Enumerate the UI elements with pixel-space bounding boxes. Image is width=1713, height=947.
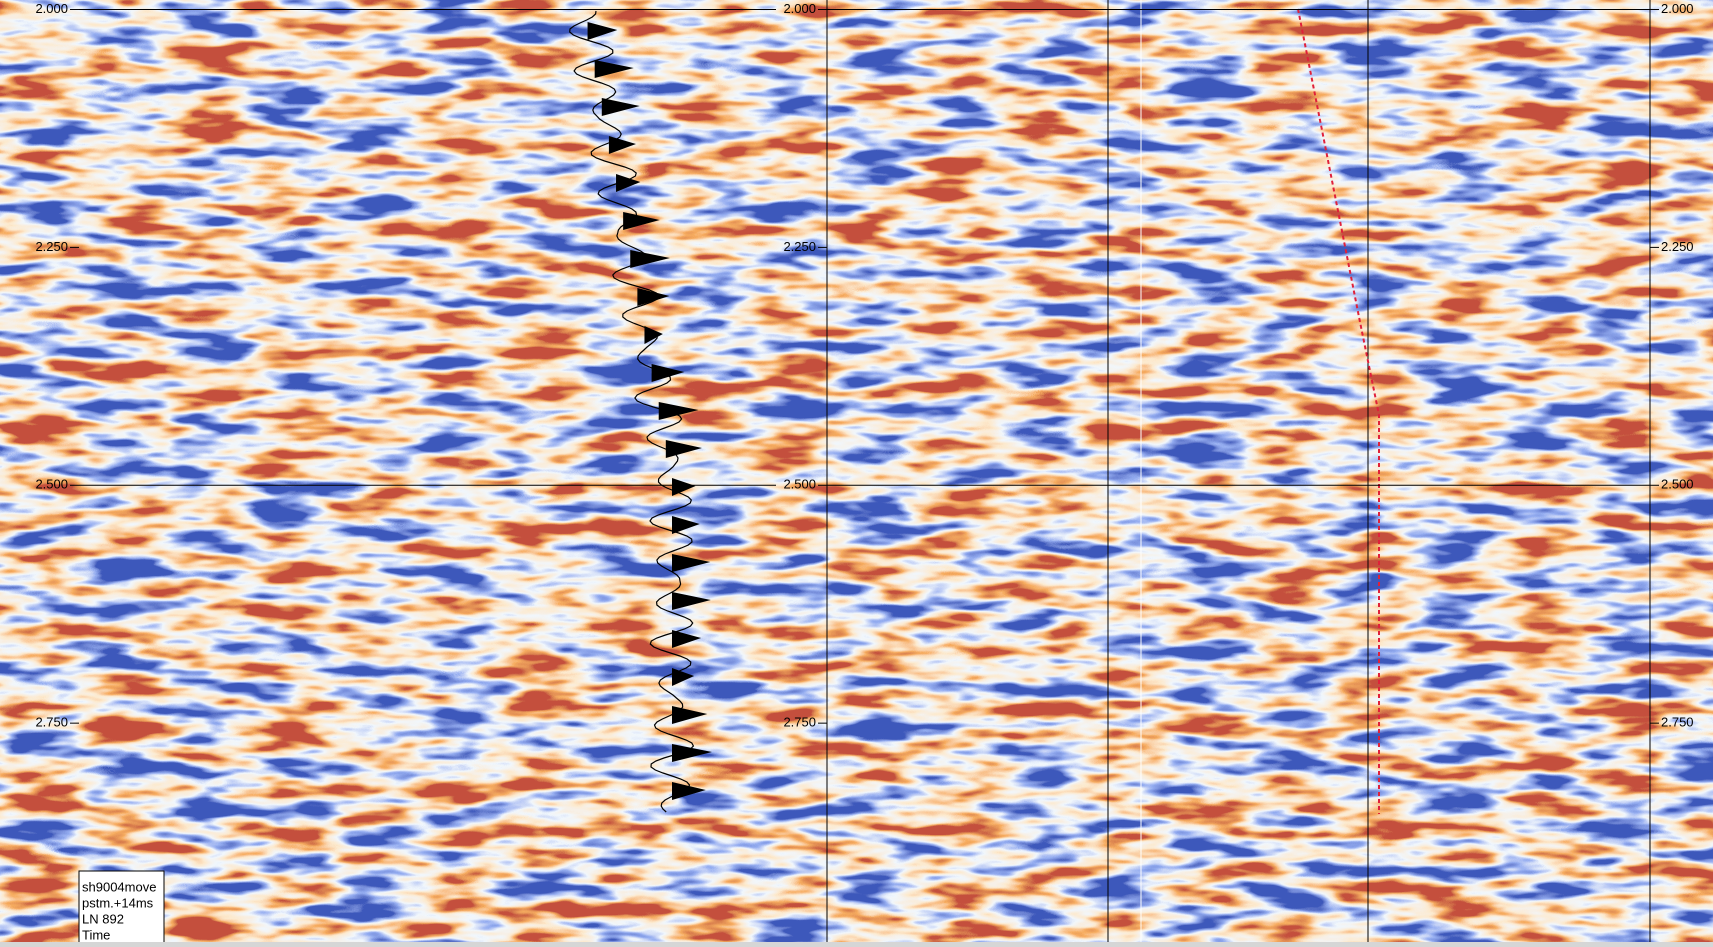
info-line: LN 892 — [82, 911, 124, 926]
well-log-lobe — [672, 516, 700, 534]
well-log-lobe — [658, 402, 699, 420]
tick-label: 2.750 — [1661, 715, 1694, 730]
reflector-peak — [79, 336, 776, 356]
tick-label: 2.500 — [1661, 477, 1694, 492]
well-path — [1297, 8, 1380, 814]
well-log-lobe — [587, 22, 618, 40]
tick-label: 2.000 — [1661, 1, 1694, 16]
well-log-lobe — [672, 554, 711, 572]
tick-label: 2.500 — [35, 477, 68, 492]
well-log-lobe — [672, 706, 708, 724]
well-log-lobe — [672, 782, 706, 800]
info-line: pstm.+14ms — [82, 895, 154, 910]
tick-label: 2.750 — [783, 715, 816, 730]
well-log-lobe — [672, 668, 695, 686]
well-log-lobe — [672, 478, 696, 496]
seismic-strip — [1141, 0, 1369, 942]
reflector-trough — [79, 318, 776, 336]
well-log-lobe — [616, 174, 641, 192]
tick-label: 2.000 — [35, 1, 68, 16]
well-log — [569, 10, 712, 813]
info-line: Time — [82, 927, 110, 942]
right-panel — [826, 0, 1651, 942]
well-log-lobe — [672, 592, 711, 610]
well-log-lobe — [637, 288, 670, 306]
tick-label: 2.000 — [783, 1, 816, 16]
tick-label: 2.250 — [35, 239, 68, 254]
tick-label: 2.250 — [1661, 239, 1694, 254]
info-line: sh9004move — [82, 879, 156, 894]
well-log-lobe — [651, 364, 685, 382]
seismic-section — [79, 0, 776, 942]
well-log-lobe — [644, 326, 663, 344]
well-log-lobe — [672, 630, 702, 648]
info-box-frame — [78, 870, 165, 947]
well-log-lobe — [601, 98, 640, 116]
tick-label: 2.500 — [783, 477, 816, 492]
well-log-lobe — [672, 744, 712, 762]
tick-label: 2.250 — [783, 239, 816, 254]
info-box: sh9004move pstm.+14ms LN 892 Time — [78, 870, 165, 947]
well-log-lobe — [665, 440, 702, 458]
well-log-lobe — [630, 250, 670, 268]
axes: 2.000 2.000 2.000 2.250 2.250 2.250 2.500 2.500… — [35, 1, 1693, 730]
well-log-lobe — [594, 60, 634, 78]
tick-label: 2.750 — [35, 715, 68, 730]
well-log-lobe — [608, 136, 636, 154]
well-log-lobe — [623, 212, 660, 230]
left-panel — [78, 0, 777, 942]
